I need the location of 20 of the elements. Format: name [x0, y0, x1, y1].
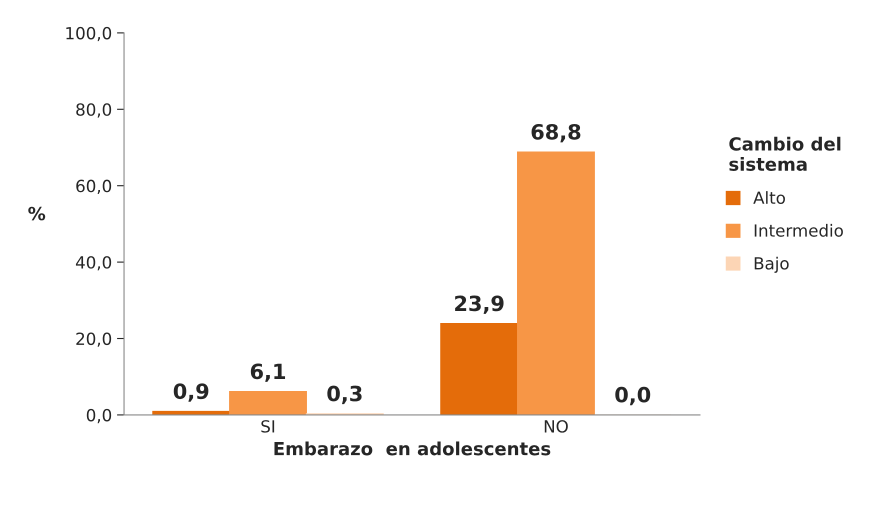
y-tick-label: 0,0 [86, 408, 112, 424]
y-tick-label: 20,0 [76, 332, 112, 347]
data-label: 6,1 [250, 364, 286, 382]
data-label: 68,8 [532, 124, 580, 142]
legend-label: Intermedio [754, 224, 843, 237]
x-tick-label: SI [261, 420, 274, 433]
y-tick-label: 80,0 [76, 103, 112, 118]
y-tick-label: 60,0 [76, 180, 112, 194]
legend-label: Bajo [754, 256, 789, 273]
x-tick-label: NO [544, 420, 568, 433]
y-tick-label: 100,0 [66, 26, 112, 42]
data-label: 0,3 [327, 386, 362, 404]
y-tick-label: 40,0 [76, 256, 112, 270]
data-label: 0,0 [615, 386, 650, 406]
legend-label: Alto [753, 191, 785, 204]
data-label: 0,9 [174, 383, 208, 402]
y-axis-title: % [28, 206, 46, 220]
data-label: 23,9 [455, 295, 504, 314]
x-axis-title: Embarazo en adolescentes [274, 441, 550, 456]
legend-title: Cambio del sistema [729, 136, 840, 171]
